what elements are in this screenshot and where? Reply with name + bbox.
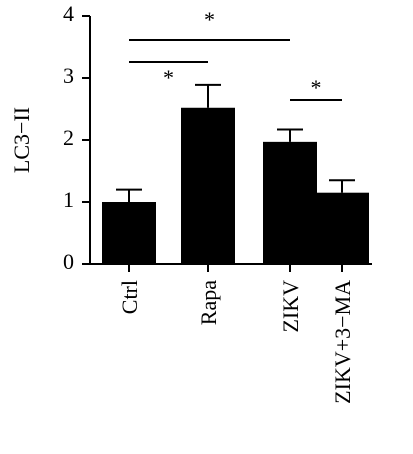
bar	[263, 141, 317, 264]
y-tick-label: 0	[63, 249, 74, 274]
significance-label: *	[163, 65, 174, 90]
x-tick-label: ZIKV+3−MA	[330, 280, 355, 404]
bar	[315, 192, 369, 264]
x-tick-label: ZIKV	[278, 280, 303, 333]
y-axis-label: LC3−II	[9, 107, 34, 173]
significance-label: *	[204, 7, 215, 32]
y-tick-label: 4	[63, 1, 74, 26]
y-tick-label: 1	[63, 187, 74, 212]
bar	[181, 107, 235, 264]
significance-label: *	[311, 75, 322, 100]
y-tick-label: 2	[63, 125, 74, 150]
y-tick-label: 3	[63, 63, 74, 88]
x-tick-label: Ctrl	[117, 280, 142, 314]
bar	[102, 202, 156, 264]
x-tick-label: Rapa	[196, 280, 221, 325]
